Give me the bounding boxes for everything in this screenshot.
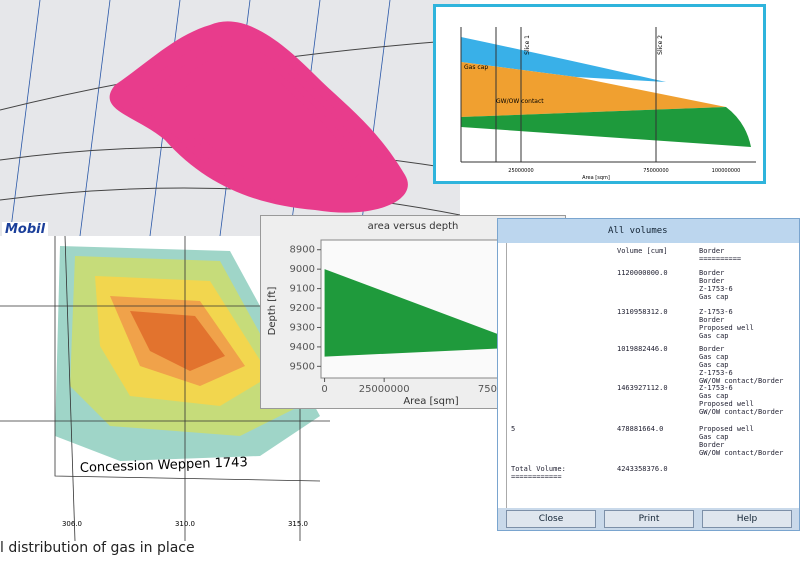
border-name: Border <box>699 345 725 353</box>
x-tick-label: 0 <box>321 384 327 395</box>
border-name: Gas cap <box>699 433 729 441</box>
x-tick-label: 75000000 <box>643 168 668 174</box>
total-rule: ============ <box>511 473 562 481</box>
map-axis-label: 315.0 <box>288 520 308 528</box>
border-name: Z-1753-6 <box>699 285 733 293</box>
border-name: Proposed well <box>699 400 754 408</box>
chart-title: area versus depth <box>368 221 459 232</box>
border-name: GW/OW contact/Border <box>699 377 784 385</box>
contour-map <box>0 0 460 236</box>
x-tick-label: 100000000 <box>712 168 741 174</box>
header-rule: ========== <box>699 255 742 263</box>
button[interactable]: Print <box>604 510 694 528</box>
y-tick-label: 9200 <box>290 303 315 314</box>
border-name: Gas cap <box>699 361 729 369</box>
map-axis-label: 306.0 <box>62 520 82 528</box>
cross-lines <box>460 27 756 163</box>
border-name: Gas cap <box>699 353 729 361</box>
water-layer <box>461 107 751 147</box>
depth-window: area versus depth Depth [ft] Area [sqm] … <box>260 215 566 409</box>
volume-value: 1310958312.0 <box>617 308 668 316</box>
x-label: Area [sqm] <box>403 396 458 407</box>
x-label: Area [sqm] <box>582 175 610 181</box>
x-tick-label: 25000000 <box>508 168 533 174</box>
caption: l distribution of gas in place <box>0 540 195 556</box>
border-name: Border <box>699 269 725 277</box>
border-name: Gas cap <box>699 293 729 301</box>
button-bar: Close Print Help <box>498 508 799 530</box>
x-tick-label: 25000000 <box>359 384 410 395</box>
border-name: Border <box>699 441 725 449</box>
volume-value: 1463927112.0 <box>617 384 668 392</box>
cross-label: Gas cap <box>464 64 488 71</box>
button[interactable]: Close <box>506 510 596 528</box>
y-tick-label: 9400 <box>290 342 315 353</box>
depth-area <box>324 269 532 357</box>
slice-label: Slice 1 <box>524 35 531 55</box>
logo: Mobil <box>2 222 49 237</box>
slice-label: Slice 2 <box>657 35 664 55</box>
border-name: Border <box>699 277 725 285</box>
map-axis-label: 310.0 <box>175 520 195 528</box>
row-index: 5 <box>511 425 516 433</box>
total-label: Total Volume: <box>511 465 566 473</box>
volume-value: 478881664.0 <box>617 425 664 433</box>
column-header: Border <box>699 247 725 255</box>
volumes-window: All volumes Volume [cum] Border ==========… <box>497 218 800 531</box>
border-name: Z-1753-6 <box>699 369 733 377</box>
y-tick-label: 9000 <box>290 264 315 275</box>
y-label: Depth [ft] <box>267 287 278 336</box>
cross-section: Gas cap GW/OW contact Slice 1 Slice 2 25… <box>460 27 756 181</box>
volume-value: 1120000000.0 <box>617 269 668 277</box>
gas-map: Concession Weppen 1743 306.0 310.0 315.0 <box>0 236 330 541</box>
button[interactable]: Help <box>702 510 792 528</box>
total-value: 4243358376.0 <box>617 465 668 473</box>
border-name: Proposed well <box>699 324 754 332</box>
volume-value: 1019882446.0 <box>617 345 668 353</box>
y-tick-label: 9100 <box>290 284 315 295</box>
column-header: Volume [cum] <box>617 247 668 255</box>
map-title: Concession Weppen 1743 <box>80 455 248 476</box>
border-name: GW/OW contact/Border <box>699 408 784 416</box>
y-tick-label: 9500 <box>290 361 315 372</box>
border-name: Gas cap <box>699 392 729 400</box>
window-title: All volumes <box>498 219 799 243</box>
cross-label: GW/OW contact <box>496 98 544 105</box>
cross-section-window: Gas cap GW/OW contact Slice 1 Slice 2 25… <box>433 4 766 184</box>
border-name: GW/OW contact/Border <box>699 449 784 457</box>
border-name: Border <box>699 316 725 324</box>
volumes-list: Volume [cum] Border ========== 1120000000.0… <box>506 243 799 508</box>
gas-layer <box>461 37 666 82</box>
border-name: Z-1753-6 <box>699 308 733 316</box>
y-tick-label: 8900 <box>290 245 315 256</box>
contour-blob <box>109 21 408 213</box>
border-name: Proposed well <box>699 425 754 433</box>
border-name: Gas cap <box>699 332 729 340</box>
border-name: Z-1753-6 <box>699 384 733 392</box>
gas-contours <box>55 246 320 461</box>
oil-layer <box>461 62 726 117</box>
y-tick-label: 9300 <box>290 322 315 333</box>
